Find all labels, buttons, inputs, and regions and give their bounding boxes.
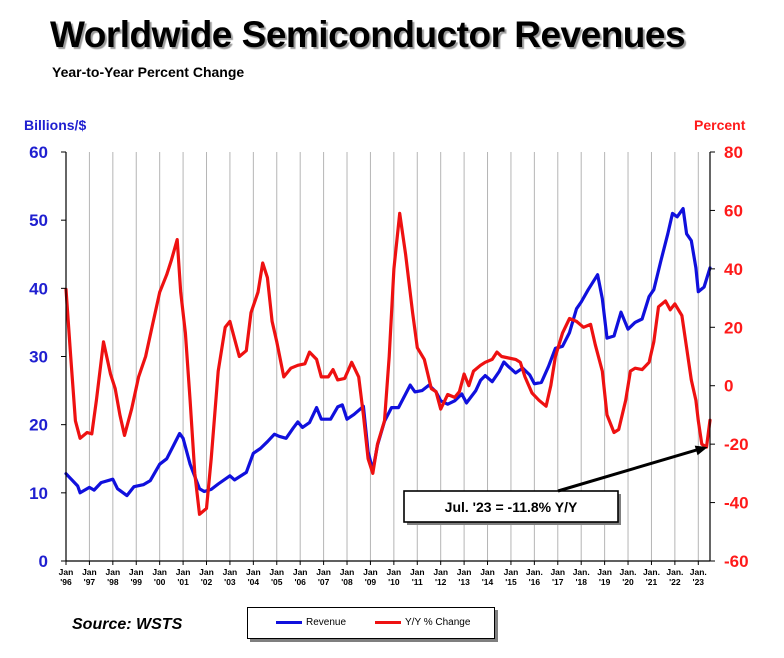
chart-plot: 0102030405060-60-40-20020406080Jan'96Jan… <box>29 143 749 587</box>
x-tick-label-year: '09 <box>365 577 377 587</box>
right-tick-label: 80 <box>724 143 743 162</box>
x-tick-label-year: '98 <box>107 577 119 587</box>
x-tick-label-year: '12 <box>435 577 447 587</box>
tick-labels: 0102030405060-60-40-20020406080Jan'96Jan… <box>29 143 749 587</box>
x-tick-label-year: '01 <box>177 577 189 587</box>
right-tick-label: 0 <box>724 377 733 396</box>
x-tick-label-year: '21 <box>646 577 658 587</box>
x-tick-label-month: Jan <box>457 567 472 577</box>
x-tick-label-year: '17 <box>552 577 564 587</box>
x-tick-label-month: Jan <box>550 567 565 577</box>
x-tick-label-year: '99 <box>131 577 143 587</box>
x-tick-label-year: '22 <box>669 577 681 587</box>
legend-item-revenue: Revenue <box>276 617 346 628</box>
x-tick-label-month: Jan. <box>666 567 683 577</box>
left-tick-label: 50 <box>29 211 48 230</box>
annotation-box <box>403 490 619 523</box>
x-tick-label-year: '08 <box>341 577 353 587</box>
x-tick-label-year: '97 <box>84 577 96 587</box>
right-axis-label: Percent <box>694 117 746 133</box>
left-tick-label: 20 <box>29 416 48 435</box>
legend-label-revenue: Revenue <box>306 617 347 628</box>
x-tick-label-year: '06 <box>294 577 306 587</box>
x-tick-label-month: Jan. <box>573 567 590 577</box>
x-tick-label-year: '19 <box>599 577 611 587</box>
revenue-line <box>64 207 712 498</box>
x-tick-label-year: '02 <box>201 577 213 587</box>
x-tick-label-month: Jan <box>152 567 167 577</box>
x-tick-label-month: Jan. <box>643 567 660 577</box>
x-tick-label-year: '16 <box>529 577 541 587</box>
x-tick-label-month: Jan. <box>620 567 637 577</box>
x-tick-label-month: Jan <box>176 567 191 577</box>
legend-swatch-yy-change <box>375 621 401 624</box>
x-tick-label-month: Jan <box>246 567 261 577</box>
x-tick-label-month: Jan. <box>690 567 707 577</box>
x-tick-label-year: '20 <box>622 577 634 587</box>
legend-label-yy-change: Y/Y % Change <box>405 617 471 628</box>
legend-item-yy-change: Y/Y % Change <box>375 617 470 628</box>
right-tick-label: -20 <box>724 435 749 454</box>
legend-swatch-revenue <box>276 621 302 624</box>
source-note: Source: WSTS <box>72 616 183 633</box>
right-tick-label: -60 <box>724 552 749 571</box>
chart-subtitle: Year-to-Year Percent Change <box>52 64 245 80</box>
x-tick-label-month: Jan <box>293 567 308 577</box>
right-tick-label: 20 <box>724 318 743 337</box>
yy-change-line <box>64 211 712 516</box>
x-tick-label-year: '00 <box>154 577 166 587</box>
x-tick-label-year: '07 <box>318 577 330 587</box>
x-tick-label-year: '14 <box>482 577 494 587</box>
right-tick-label: 40 <box>724 260 743 279</box>
x-tick-label-month: Jan <box>82 567 97 577</box>
right-tick-label: -40 <box>724 494 749 513</box>
annotation-arrow-head <box>694 445 708 456</box>
x-tick-label-month: Jan <box>106 567 121 577</box>
x-tick-label-year: '96 <box>60 577 72 587</box>
chart-title: Worldwide Semiconductor Revenues <box>50 14 686 55</box>
axes <box>61 151 715 565</box>
x-tick-label-month: Jan <box>410 567 425 577</box>
left-tick-label: 10 <box>29 484 48 503</box>
x-tick-label-year: '04 <box>248 577 260 587</box>
x-tick-label-month: Jan. <box>526 567 543 577</box>
x-tick-label-month: Jan <box>363 567 378 577</box>
x-tick-label-month: Jan <box>59 567 74 577</box>
legend: Revenue Y/Y % Change <box>247 607 495 639</box>
x-tick-label-month: Jan <box>504 567 519 577</box>
x-tick-label-month: Jan <box>269 567 284 577</box>
x-tick-label-month: Jan <box>597 567 612 577</box>
annotation-arrow-line <box>557 447 701 493</box>
x-tick-label-month: Jan <box>480 567 495 577</box>
series-lines <box>64 207 712 516</box>
right-tick-label: 60 <box>724 201 743 220</box>
x-tick-label-month: Jan <box>223 567 238 577</box>
x-tick-label-year: '03 <box>224 577 236 587</box>
x-tick-label-month: Jan <box>129 567 144 577</box>
x-tick-label-year: '05 <box>271 577 283 587</box>
x-tick-label-year: '13 <box>458 577 470 587</box>
annotation-text: Jul. '23 = -11.8% Y/Y <box>445 499 578 515</box>
x-tick-label-year: '23 <box>693 577 705 587</box>
x-tick-label-year: '11 <box>412 577 423 587</box>
left-tick-label: 40 <box>29 279 48 298</box>
x-tick-label-year: '15 <box>505 577 517 587</box>
x-tick-label-year: '18 <box>575 577 587 587</box>
left-tick-label: 60 <box>29 143 48 162</box>
left-tick-label: 30 <box>29 348 48 367</box>
x-tick-label-year: '10 <box>388 577 400 587</box>
x-tick-label-month: Jan <box>433 567 448 577</box>
x-tick-label-month: Jan <box>387 567 402 577</box>
annotation-group: Jul. '23 = -11.8% Y/Y <box>403 445 708 525</box>
x-tick-label-month: Jan <box>316 567 331 577</box>
left-tick-label: 0 <box>39 552 48 571</box>
x-tick-label-month: Jan <box>199 567 214 577</box>
left-axis-label: Billions/$ <box>24 117 87 133</box>
x-tick-label-month: Jan <box>340 567 355 577</box>
